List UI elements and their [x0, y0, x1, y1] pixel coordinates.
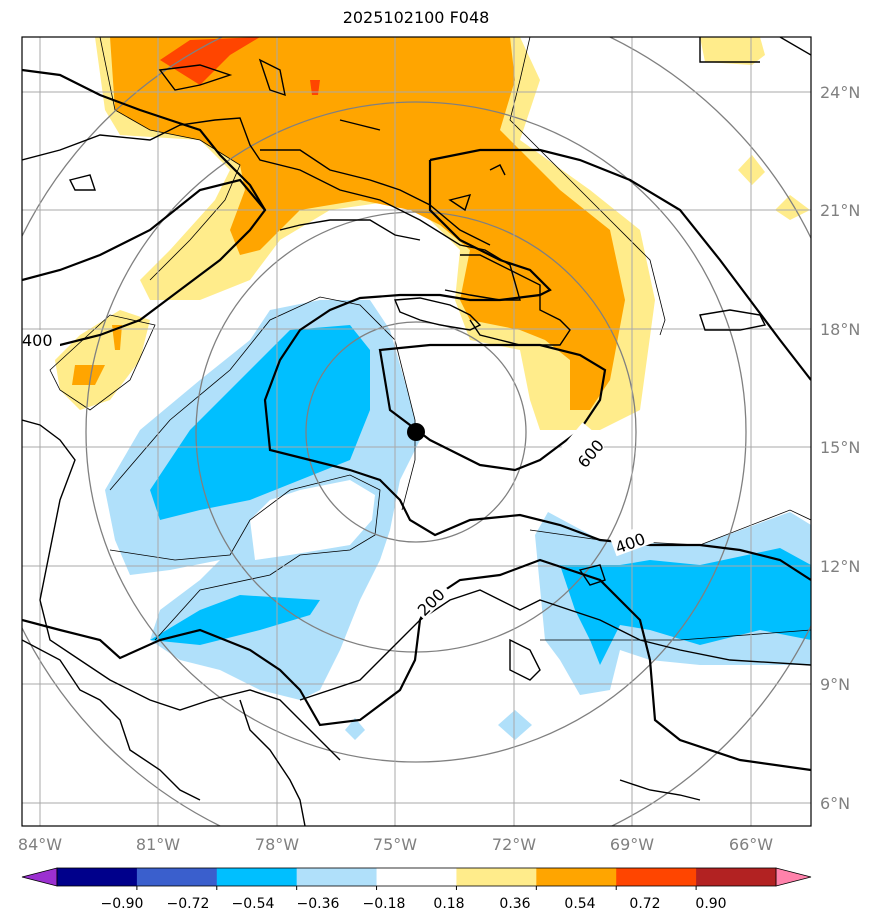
colorbar-tick-label: −0.90 [101, 896, 144, 912]
lon-label: 81°W [136, 835, 180, 854]
latitude-labels: 24°N 21°N 18°N 15°N 12°N 9°N 6°N [820, 83, 860, 813]
lat-label: 6°N [820, 794, 850, 813]
colorbar-cell [136, 868, 218, 886]
colorbar-cell [376, 868, 457, 886]
lat-label: 15°N [820, 438, 860, 457]
colorbar-tick-label: −0.36 [297, 896, 340, 912]
colorbar-tick-label: 0.54 [564, 896, 595, 912]
lon-label: 84°W [18, 835, 62, 854]
colorbar-tick-label: 0.72 [629, 896, 660, 912]
colorbar-tick-label: −0.72 [167, 896, 210, 912]
colorbar-cell [536, 868, 617, 886]
lat-label: 18°N [820, 320, 860, 339]
negative-shading [105, 300, 811, 740]
lat-label: 21°N [820, 201, 860, 220]
colorbar-tick-label: 0.18 [433, 896, 464, 912]
colorbar-cell [296, 868, 378, 886]
map-plot-area [22, 37, 811, 826]
colorbar-cell [216, 868, 298, 886]
lon-label: 78°W [255, 835, 299, 854]
colorbar-cell [616, 868, 697, 886]
contour-label: 400 [22, 331, 53, 350]
colorbar: −0.90 −0.72 −0.54 −0.36 −0.18 0.18 0.36 … [21, 867, 812, 912]
longitude-labels: 84°W 81°W 78°W 75°W 72°W 69°W 66°W [18, 835, 773, 854]
colorbar-extend-left [21, 867, 58, 887]
lon-label: 72°W [492, 835, 536, 854]
colorbar-tick-label: 0.36 [499, 896, 530, 912]
colorbar-tick-label: 0.90 [695, 896, 726, 912]
map-title: 2025102100 F048 [342, 8, 490, 27]
lat-label: 24°N [820, 83, 860, 102]
lon-label: 75°W [373, 835, 417, 854]
coastlines [22, 37, 811, 826]
lon-label: 66°W [729, 835, 773, 854]
positive-shading [55, 37, 810, 430]
colorbar-cell [696, 868, 777, 886]
colorbar-cell [57, 868, 138, 886]
colorbar-tick-label: −0.54 [232, 896, 275, 912]
storm-center-marker [407, 423, 425, 441]
lat-label: 12°N [820, 557, 860, 576]
colorbar-extend-right [775, 867, 812, 887]
map-frame [21, 36, 812, 827]
colorbar-cell [456, 868, 537, 886]
colorbar-tick-label: −0.18 [363, 896, 406, 912]
lat-label: 9°N [820, 675, 850, 694]
lon-label: 69°W [610, 835, 654, 854]
